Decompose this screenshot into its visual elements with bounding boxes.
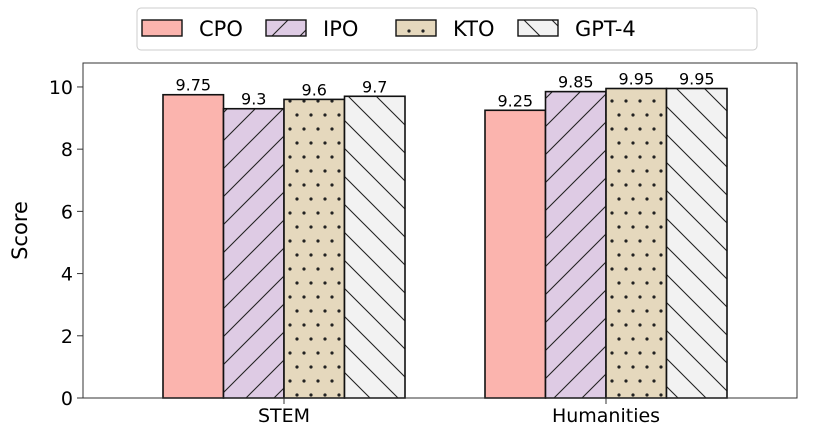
data-label: 9.3	[241, 90, 266, 109]
legend: CPO IPO KTO GPT-4	[136, 7, 758, 51]
y-tick-label: 6	[61, 201, 73, 223]
bar-pattern	[666, 88, 727, 398]
legend-swatch-outline	[265, 19, 307, 37]
legend-swatch-pattern	[396, 20, 436, 36]
data-label: 9.25	[497, 91, 533, 110]
x-tick-label: Humanities	[552, 405, 660, 427]
data-label: 9.75	[175, 76, 211, 95]
data-label: 9.95	[679, 70, 715, 89]
legend-label: KTO	[453, 17, 495, 41]
legend-label: CPO	[199, 17, 243, 41]
legend-swatch-cpo	[142, 20, 182, 36]
legend-swatch-outline	[395, 19, 437, 37]
legend-label: IPO	[323, 17, 358, 41]
bar-cpo-stem	[163, 94, 224, 398]
y-tick-label: 10	[49, 77, 73, 99]
plot-frame	[82, 62, 798, 399]
legend-swatch-pattern	[518, 20, 558, 36]
legend-swatch-outline	[141, 19, 183, 37]
y-tick-label: 8	[61, 139, 73, 161]
bar-cpo-humanities	[485, 110, 546, 398]
y-tick-label: 4	[61, 264, 73, 286]
legend-swatch-pattern	[266, 20, 306, 36]
data-label: 9.85	[558, 73, 594, 92]
bar-pattern	[344, 96, 405, 399]
y-axis-label: Score	[8, 201, 32, 260]
y-tick-label: 2	[61, 326, 73, 348]
bar-pattern	[223, 108, 284, 398]
x-tick-label: STEM	[258, 405, 310, 427]
bar-pattern	[545, 91, 606, 399]
y-tick-label: 0	[61, 388, 73, 410]
legend-box	[136, 7, 758, 51]
data-label: 9.7	[362, 77, 387, 96]
bar-pattern	[606, 88, 667, 398]
plot-area: 9.75 9.25 9.3 9.85 9.6 9.95 9.7 9.95 0 2 4 6 8 10 STEM…	[8, 62, 798, 427]
legend-label: GPT-4	[575, 17, 636, 41]
data-label: 9.6	[302, 80, 327, 99]
bar-pattern	[284, 99, 345, 398]
data-label: 9.95	[618, 70, 654, 89]
legend-swatch-outline	[517, 19, 559, 37]
